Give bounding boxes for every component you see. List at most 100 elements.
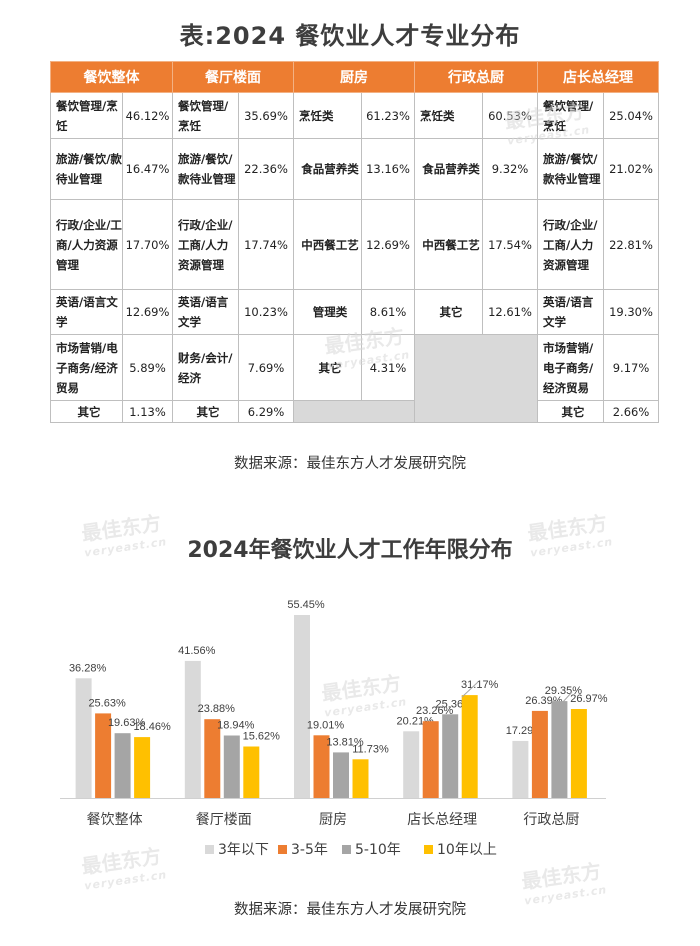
data-label: 15.62% [243, 731, 281, 743]
bar [95, 713, 112, 798]
major-cell: 市场营销/电子商务/经济贸易 [50, 334, 123, 401]
x-tick-label: 餐厅楼面 [196, 812, 252, 828]
major-cell: 旅游/餐饮/款待业管理 [50, 138, 123, 200]
table-row: 行政/企业/工商/人力资源管理 17.70% 行政/企业/工商/人力资源管理 1… [50, 199, 659, 290]
x-tick-label: 行政总厨 [523, 812, 579, 828]
share-cell: 8.61% [361, 289, 415, 335]
share-cell: 6.29% [238, 400, 294, 423]
data-label: 26.97% [570, 693, 608, 705]
data-label: 23.88% [198, 703, 236, 715]
major-cell: 烹饪类 [293, 92, 362, 139]
bar [114, 733, 131, 798]
table-source-note: 数据来源：最佳东方人才发展研究院 [234, 456, 466, 472]
share-cell: 17.54% [482, 199, 538, 290]
data-label: 18.94% [217, 720, 255, 732]
column-header: 行政总厨 [414, 61, 538, 93]
empty-cell [293, 400, 415, 423]
share-cell: 17.70% [122, 199, 173, 290]
major-cell: 英语/语言文学 [50, 289, 123, 335]
bar [512, 740, 529, 798]
bar [75, 678, 92, 798]
leader-line [461, 681, 479, 698]
share-cell: 17.74% [238, 199, 294, 290]
share-cell: 4.31% [361, 334, 415, 401]
share-cell: 7.69% [238, 334, 294, 401]
share-cell: 12.69% [122, 289, 173, 335]
chart-source-note: 数据来源：最佳东方人才发展研究院 [234, 902, 466, 918]
column-header: 厨房 [293, 61, 415, 93]
chart-title: 2024年餐饮业人才工作年限分布 [187, 538, 513, 563]
share-cell: 12.69% [361, 199, 415, 290]
share-cell: 61.23% [361, 92, 415, 139]
empty-cell [414, 334, 538, 423]
bar [461, 695, 478, 798]
bar [223, 735, 240, 798]
share-cell: 12.61% [482, 289, 538, 335]
table-title: 表:2024 餐饮业人才专业分布 [179, 22, 521, 50]
table-row: 餐饮管理/烹饪 46.12% 餐饮管理/烹饪 35.69% 烹饪类 61.23%… [50, 92, 659, 139]
legend-swatch [278, 845, 287, 854]
bar [442, 714, 459, 798]
legend-swatch [424, 845, 433, 854]
major-cell: 中西餐工艺 [414, 199, 483, 290]
major-cell: 餐饮管理/烹饪 [172, 92, 239, 139]
share-cell: 1.13% [122, 400, 173, 423]
years-of-experience-chart: 36.28% 25.63% 19.63%18.46% 餐饮整体 41.56% 23.88%… [60, 599, 608, 858]
table-row: 市场营销/电子商务/经济贸易 5.89% 财务/会计/经济 7.69% 其它 4… [50, 334, 659, 423]
data-label: 11.73% [352, 743, 389, 755]
x-tick-label: 店长总经理 [407, 812, 477, 828]
share-cell: 19.30% [603, 289, 659, 335]
data-label: 25.63% [88, 697, 126, 709]
major-cell: 管理类 [293, 289, 362, 335]
major-cell: 旅游/餐饮/款待业管理 [172, 138, 239, 200]
major-cell: 餐饮管理/烹饪 [50, 92, 123, 139]
major-cell: 行政/企业/工商/人力资源管理 [172, 199, 239, 290]
major-cell: 行政/企业/工商/人力资源管理 [537, 199, 604, 290]
share-cell: 21.02% [603, 138, 659, 200]
major-cell: 其它 [293, 334, 362, 401]
data-label: 36.28% [69, 662, 107, 674]
share-cell: 13.16% [361, 138, 415, 200]
legend-swatch [205, 845, 214, 854]
bar [294, 615, 310, 798]
share-cell: 16.47% [122, 138, 173, 200]
data-label: 19.63% [108, 717, 146, 729]
data-label: 31.17% [461, 679, 499, 691]
major-cell: 行政/企业/工商/人力资源管理 [50, 199, 123, 290]
share-cell: 5.89% [122, 334, 173, 401]
data-label: 19.01% [307, 719, 345, 731]
bar [134, 737, 151, 798]
share-cell: 9.17% [603, 334, 659, 401]
bar [551, 701, 568, 798]
share-cell: 60.53% [482, 92, 538, 139]
share-cell: 22.81% [603, 199, 659, 290]
leader-line [561, 691, 573, 704]
bar [333, 752, 349, 798]
column-header: 店长总经理 [537, 61, 659, 93]
major-cell: 市场营销/电子商务/经济贸易 [537, 334, 604, 401]
bar [422, 721, 439, 798]
major-cell: 食品营养类 [293, 138, 362, 200]
bar [204, 719, 221, 798]
major-cell: 餐饮管理/烹饪 [537, 92, 604, 139]
share-cell: 10.23% [238, 289, 294, 335]
share-cell: 35.69% [238, 92, 294, 139]
major-cell: 旅游/餐饮/款待业管理 [537, 138, 604, 200]
legend-label: 3年以下 [218, 842, 269, 858]
data-label: 41.56% [178, 645, 216, 657]
x-tick-label: 厨房 [319, 812, 347, 828]
major-cell: 英语/语言文学 [172, 289, 239, 335]
column-header: 餐饮整体 [50, 61, 173, 93]
major-cell: 中西餐工艺 [293, 199, 362, 290]
bar [313, 735, 330, 798]
legend-label: 5-10年 [355, 842, 401, 858]
data-label: 29.35% [545, 685, 583, 697]
major-cell: 财务/会计/经济 [172, 334, 239, 401]
major-cell: 其它 [537, 400, 604, 423]
bar [184, 660, 201, 798]
bar [352, 759, 369, 798]
data-label: 23.26% [416, 705, 454, 717]
major-cell: 其它 [172, 400, 239, 423]
share-cell: 25.04% [603, 92, 659, 139]
bar [531, 710, 548, 798]
